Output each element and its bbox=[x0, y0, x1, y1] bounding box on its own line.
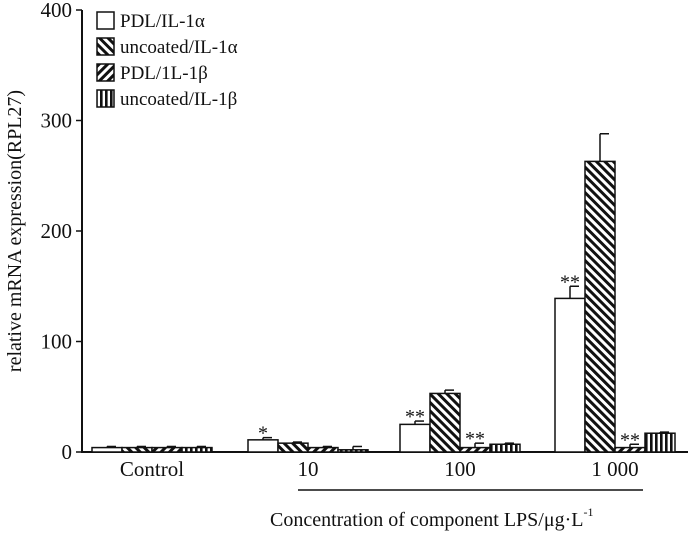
legend: PDL/IL-1α uncoated/IL-1α PDL/1L-1β uncoated… bbox=[96, 11, 238, 110]
bar bbox=[554, 297, 586, 453]
significance-label: ** bbox=[465, 428, 485, 450]
y-tick-label: 200 bbox=[41, 219, 73, 243]
y-tick-label: 100 bbox=[41, 330, 73, 354]
y-tick-label: 300 bbox=[41, 109, 73, 133]
legend-item: uncoated/IL-1α bbox=[96, 37, 238, 58]
bar-groups: ********* bbox=[91, 133, 676, 453]
bar bbox=[181, 446, 213, 453]
significance-label: ** bbox=[405, 406, 425, 428]
bar bbox=[121, 446, 153, 453]
legend-label: uncoated/IL-1β bbox=[120, 89, 237, 110]
y-tick-label: 400 bbox=[41, 0, 73, 22]
legend-item: PDL/IL-1α bbox=[96, 11, 205, 32]
y-ticks: 0 100 200 300 400 bbox=[41, 0, 82, 464]
bar bbox=[337, 449, 369, 453]
bar bbox=[584, 160, 616, 453]
bar bbox=[307, 446, 339, 453]
legend-item: uncoated/IL-1β bbox=[96, 89, 237, 110]
legend-swatch bbox=[96, 37, 115, 56]
x-axis-title: Concentration of component LPS/μg·L-1 bbox=[270, 505, 593, 531]
bar bbox=[429, 392, 461, 453]
bar-group: ** ** bbox=[554, 133, 676, 453]
legend-swatch bbox=[96, 63, 115, 82]
bar bbox=[399, 423, 431, 453]
legend-swatch bbox=[96, 89, 115, 108]
bar-group bbox=[91, 445, 213, 453]
bar bbox=[91, 446, 123, 453]
x-tick-label: 10 bbox=[298, 457, 319, 481]
bar bbox=[489, 443, 521, 453]
x-axis-title-main: Concentration of component LPS/μg·L bbox=[270, 509, 583, 531]
significance-label: * bbox=[258, 423, 268, 445]
significance-label: ** bbox=[560, 271, 580, 293]
y-axis: 0 100 200 300 400 bbox=[41, 0, 83, 464]
legend-label: PDL/1L-1β bbox=[120, 63, 208, 84]
bar-group: * bbox=[247, 423, 369, 453]
legend-item: PDL/1L-1β bbox=[96, 63, 208, 84]
legend-label: PDL/IL-1α bbox=[120, 11, 205, 32]
x-tick-labels: Control 10 100 1 000 bbox=[120, 457, 639, 481]
bar bbox=[644, 432, 676, 453]
x-axis-title-sup: -1 bbox=[583, 505, 593, 519]
legend-label: uncoated/IL-1α bbox=[120, 37, 238, 58]
y-tick-label: 0 bbox=[62, 440, 73, 464]
bar bbox=[277, 442, 309, 453]
y-axis-title: relative mRNA expression(RPL27) bbox=[4, 90, 26, 372]
x-tick-label: 100 bbox=[444, 457, 476, 481]
bar-group: ** ** bbox=[399, 389, 521, 453]
x-tick-label: 1 000 bbox=[591, 457, 638, 481]
significance-label: ** bbox=[620, 429, 640, 451]
bar bbox=[151, 446, 183, 453]
x-tick-label: Control bbox=[120, 457, 184, 481]
legend-swatch bbox=[96, 11, 115, 30]
